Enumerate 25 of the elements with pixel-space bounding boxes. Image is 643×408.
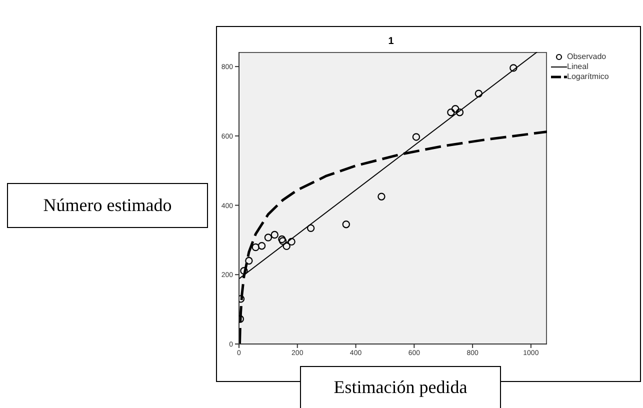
point bbox=[474, 90, 483, 98]
point bbox=[451, 105, 460, 113]
point bbox=[270, 230, 278, 239]
legend-label: Logarítmico bbox=[567, 72, 609, 82]
point bbox=[412, 133, 420, 141]
point bbox=[258, 242, 266, 250]
point bbox=[342, 220, 350, 228]
x-axis-title: Estimación pedida bbox=[300, 366, 501, 408]
point bbox=[245, 256, 253, 265]
point bbox=[456, 108, 464, 116]
chart-title: 1 bbox=[387, 36, 395, 47]
point bbox=[306, 224, 315, 232]
point bbox=[264, 234, 272, 242]
point bbox=[510, 64, 518, 72]
point bbox=[240, 266, 248, 275]
point bbox=[282, 242, 290, 250]
legend-label: Lineal bbox=[567, 62, 588, 72]
point bbox=[288, 238, 296, 246]
point bbox=[252, 243, 260, 252]
legend-label: Observado bbox=[567, 52, 606, 62]
point bbox=[278, 237, 287, 245]
point bbox=[378, 192, 386, 200]
point bbox=[278, 235, 286, 244]
y-axis-title: Número estimado bbox=[7, 183, 208, 228]
point bbox=[447, 108, 455, 116]
